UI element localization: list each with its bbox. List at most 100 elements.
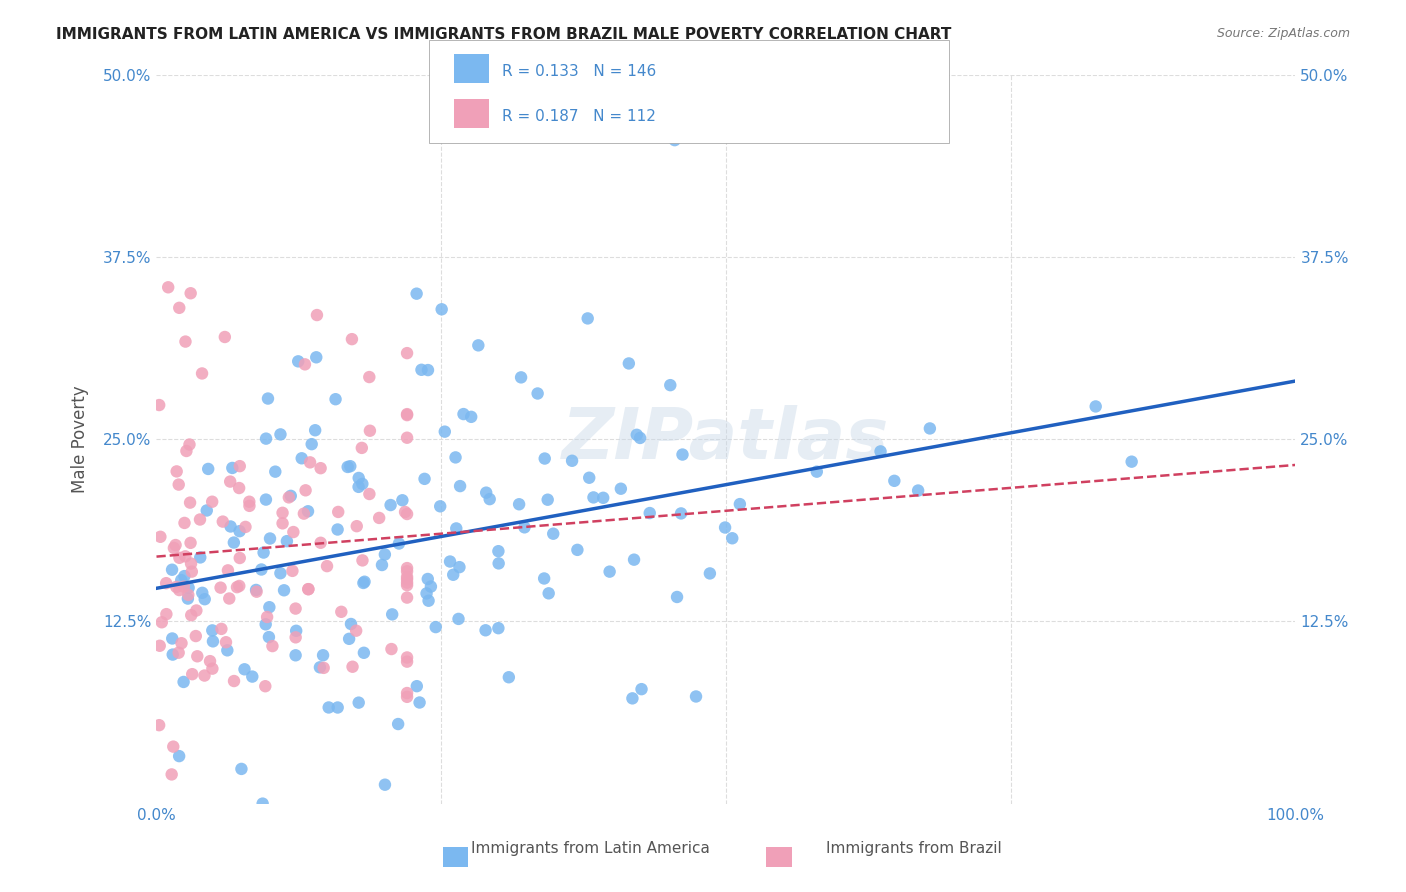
Point bbox=[162, 739, 184, 754]
Point bbox=[396, 507, 419, 521]
Point bbox=[285, 624, 308, 638]
Point bbox=[167, 477, 190, 491]
Text: ZIPatlas: ZIPatlas bbox=[562, 405, 890, 474]
Point bbox=[256, 610, 278, 624]
Point bbox=[318, 700, 340, 714]
Point bbox=[617, 356, 640, 370]
Point bbox=[537, 586, 560, 600]
Point bbox=[173, 516, 195, 530]
Point bbox=[533, 572, 555, 586]
Point bbox=[218, 591, 240, 606]
Point bbox=[284, 630, 307, 644]
Point bbox=[391, 493, 413, 508]
Point bbox=[180, 557, 202, 571]
Point bbox=[405, 286, 427, 301]
Point bbox=[352, 476, 374, 491]
Point bbox=[342, 659, 364, 673]
Point bbox=[486, 544, 509, 558]
Point bbox=[157, 280, 180, 294]
Point bbox=[148, 718, 170, 732]
Point bbox=[155, 607, 177, 621]
Point bbox=[191, 367, 214, 381]
Point bbox=[180, 286, 202, 301]
Point bbox=[201, 494, 224, 508]
Point bbox=[165, 580, 187, 594]
Point bbox=[380, 498, 402, 512]
Point bbox=[305, 351, 328, 365]
Point bbox=[325, 392, 347, 407]
Point bbox=[229, 551, 252, 566]
Point bbox=[374, 548, 396, 562]
Point bbox=[1084, 400, 1107, 414]
Point bbox=[396, 591, 419, 605]
Point bbox=[170, 573, 193, 587]
Point bbox=[150, 615, 173, 630]
Point bbox=[630, 682, 652, 697]
Point bbox=[169, 301, 191, 315]
Point bbox=[301, 437, 323, 451]
Point bbox=[219, 475, 242, 489]
Point bbox=[486, 621, 509, 635]
Point bbox=[309, 660, 332, 674]
Point bbox=[271, 516, 294, 531]
Point bbox=[214, 330, 236, 344]
Point bbox=[806, 465, 828, 479]
Point bbox=[346, 519, 368, 533]
Point bbox=[273, 583, 295, 598]
Point bbox=[177, 581, 200, 595]
Point bbox=[347, 471, 370, 485]
Point bbox=[235, 520, 257, 534]
Point bbox=[149, 530, 172, 544]
Point bbox=[396, 561, 419, 575]
Point bbox=[254, 492, 277, 507]
Point bbox=[429, 500, 451, 514]
Point bbox=[526, 386, 548, 401]
Point bbox=[628, 431, 651, 445]
Point bbox=[541, 526, 564, 541]
Point bbox=[430, 302, 453, 317]
Point bbox=[359, 370, 381, 384]
Point bbox=[714, 520, 737, 534]
Point bbox=[228, 481, 250, 495]
Point bbox=[374, 778, 396, 792]
Point bbox=[193, 668, 215, 682]
Point bbox=[446, 521, 468, 535]
Point bbox=[240, 670, 263, 684]
Point bbox=[209, 581, 232, 595]
Point bbox=[671, 448, 693, 462]
Point bbox=[180, 536, 202, 550]
Text: Immigrants from Latin America: Immigrants from Latin America bbox=[471, 841, 710, 856]
Point bbox=[198, 654, 221, 668]
Point bbox=[350, 441, 373, 455]
Point bbox=[339, 459, 361, 474]
Point bbox=[453, 407, 475, 421]
Point bbox=[221, 461, 243, 475]
Point bbox=[352, 553, 374, 567]
Point bbox=[217, 563, 239, 577]
Point bbox=[340, 332, 363, 346]
Point bbox=[222, 535, 245, 549]
Point bbox=[201, 624, 224, 638]
Point bbox=[271, 506, 294, 520]
Point bbox=[250, 562, 273, 576]
Point bbox=[162, 648, 184, 662]
Point bbox=[188, 550, 211, 565]
Point bbox=[316, 559, 339, 574]
Point bbox=[246, 584, 269, 599]
Point bbox=[211, 515, 233, 529]
Point bbox=[610, 482, 633, 496]
Text: Source: ZipAtlas.com: Source: ZipAtlas.com bbox=[1216, 27, 1350, 40]
Point bbox=[257, 630, 280, 644]
Point bbox=[721, 531, 744, 545]
Point bbox=[238, 494, 260, 508]
Y-axis label: Male Poverty: Male Poverty bbox=[72, 385, 89, 493]
Point bbox=[488, 557, 510, 571]
Point bbox=[330, 605, 353, 619]
Point bbox=[287, 354, 309, 368]
Point bbox=[155, 576, 177, 591]
Point bbox=[396, 407, 419, 421]
Point bbox=[177, 588, 200, 602]
Point bbox=[226, 580, 249, 594]
Point bbox=[475, 485, 498, 500]
Point bbox=[304, 423, 326, 437]
